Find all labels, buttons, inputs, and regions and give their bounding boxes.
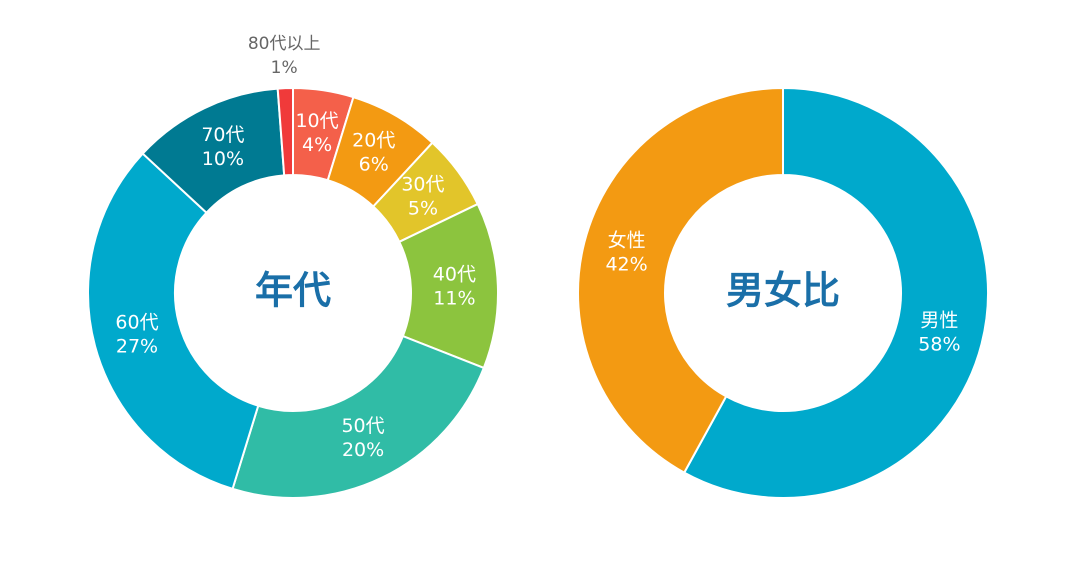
slice-label: 60代	[115, 311, 158, 333]
center-label: 年代	[255, 269, 331, 313]
pie-slice	[231, 334, 486, 499]
pie-slice	[87, 152, 260, 491]
pie-slice	[276, 86, 294, 177]
slice-value: 10%	[202, 148, 244, 170]
slice-label: 50代	[341, 415, 384, 437]
slice-label: 70代	[201, 124, 244, 146]
slice-label: 80代以上	[248, 34, 321, 54]
slice-value: 4%	[302, 134, 332, 156]
slice-value: 1%	[271, 58, 298, 78]
slice-value: 20%	[342, 439, 384, 461]
slice-value: 42%	[605, 253, 647, 275]
slice-value: 11%	[433, 287, 475, 309]
pie-slice	[682, 86, 989, 499]
slice-label: 10代	[295, 110, 338, 132]
slice-value: 5%	[408, 198, 438, 220]
slice-value: 58%	[918, 334, 960, 356]
slice-value: 27%	[116, 335, 158, 357]
slice-value: 6%	[359, 154, 389, 176]
slice-label: 20代	[352, 130, 395, 152]
center-label: 男女比	[726, 269, 840, 313]
slice-label: 30代	[401, 174, 444, 196]
slice-label: 40代	[433, 263, 476, 285]
slice-label: 男性	[920, 310, 958, 332]
pie-slice	[577, 86, 784, 475]
slice-label: 女性	[608, 229, 646, 251]
